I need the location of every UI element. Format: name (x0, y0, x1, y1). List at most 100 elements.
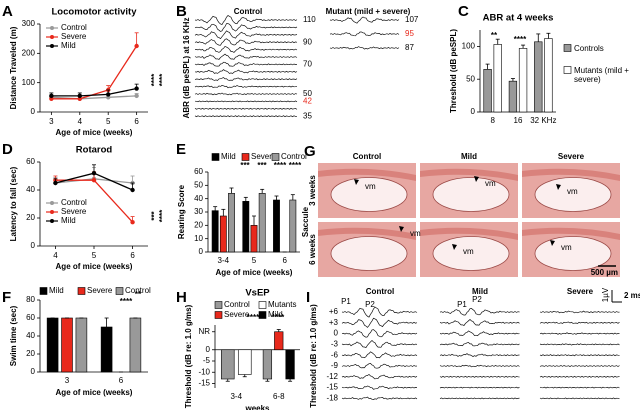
panel-letter: D (2, 141, 13, 158)
column-title: Control (234, 7, 262, 16)
level-label: 90 (303, 37, 312, 46)
vsep-trace (439, 319, 520, 326)
legend-marker (50, 219, 54, 223)
vsep-trace (341, 317, 418, 328)
x-tick-label: 5 (106, 117, 111, 126)
x-tick-label: 3-4 (230, 392, 242, 401)
legend-label: Mild (49, 286, 64, 295)
legend-swatch (241, 153, 250, 161)
panel-letter: E (176, 141, 186, 158)
y-tick-label: 20 (26, 349, 35, 358)
bar (534, 41, 543, 113)
structure-label: vm (561, 243, 572, 252)
data-point (91, 178, 97, 183)
column-title: Mild (461, 152, 477, 161)
bar (273, 199, 280, 253)
bar (274, 331, 284, 351)
y-tick-label: -15 (198, 379, 210, 388)
bar (544, 38, 553, 113)
level-label: 87 (405, 43, 414, 52)
tissue (522, 227, 620, 240)
bar (211, 210, 219, 253)
series-line (51, 45, 138, 100)
vsep-trace (439, 364, 520, 368)
abr-trace (194, 107, 298, 110)
y-tick-label: 100 (22, 78, 36, 87)
legend-marker (50, 44, 54, 48)
vsep-trace (341, 373, 418, 380)
data-point (91, 171, 97, 176)
vsep-trace (439, 375, 520, 378)
level-label: -3 (331, 340, 339, 349)
abr-trace (194, 92, 298, 96)
y-axis-label: Threshold (dB peSPL) (449, 29, 458, 113)
level-label: 95 (405, 29, 414, 38)
data-point (77, 93, 82, 99)
structure-label: vm (365, 182, 376, 191)
peak-label: P1 (457, 300, 467, 309)
abr-trace (194, 15, 298, 26)
y-tick-label: 0 (31, 367, 36, 376)
y-axis-label: ABR (dB peSPL) at 16 KHz (182, 18, 191, 119)
legend-label: Mild (61, 216, 76, 225)
abr-trace (194, 30, 298, 40)
bar (219, 215, 227, 253)
abr-trace (194, 100, 298, 103)
x-tick-label: 16 (514, 116, 523, 125)
data-point (134, 86, 139, 91)
bar (289, 199, 297, 253)
vsep-trace (341, 385, 418, 390)
chart-title: ABR at 4 weeks (483, 13, 554, 24)
y-tick-label: NR (198, 327, 210, 336)
y-axis-label: Distance Traveled (m) (9, 26, 18, 109)
annotation: *** (150, 210, 159, 220)
arrowhead (452, 244, 457, 250)
x-tick-label: 8 (490, 116, 495, 125)
saccule-lumen (432, 236, 510, 271)
column-title: Mild (472, 287, 488, 296)
peak-label: P1 (341, 297, 351, 306)
bar (250, 225, 258, 253)
annotation: **** (158, 73, 167, 86)
vsep-trace (341, 351, 418, 359)
legend-label: Severe (87, 286, 113, 295)
legend-marker (50, 210, 54, 214)
legend-label: Severe (251, 152, 277, 161)
x-tick-label: 5 (252, 256, 257, 265)
level-label: -12 (326, 372, 338, 381)
legend-label: Control (61, 198, 87, 207)
y-tick-label: -5 (203, 356, 211, 365)
structure-label: vm (567, 187, 578, 196)
vsep-trace (439, 308, 520, 316)
level-label: 107 (405, 15, 419, 24)
series-line (51, 95, 137, 100)
panel-letter: I (306, 289, 310, 306)
tissue (420, 227, 518, 240)
y-tick-label: 0 (31, 107, 36, 116)
arrowhead (354, 179, 359, 185)
tissue (318, 168, 416, 181)
y-tick-label: 0 (206, 345, 211, 354)
panel-letter: A (2, 3, 13, 20)
legend-label: Mutants (268, 300, 296, 309)
bar (285, 349, 295, 380)
bar (129, 317, 142, 373)
bar (228, 193, 235, 253)
level-label: -15 (326, 383, 338, 392)
y-tick-label: 0 (199, 247, 204, 256)
bar (61, 317, 73, 373)
vsep-trace (341, 329, 418, 338)
abr-trace (329, 16, 400, 24)
vsep-trace (539, 397, 620, 400)
chart-title: Locomotor activity (52, 7, 138, 18)
column-title: Mutant (mild + severe) (326, 7, 411, 16)
bar (508, 80, 518, 113)
level-label: -18 (326, 394, 338, 403)
bar (493, 44, 502, 113)
scale-label: 2 ms (624, 291, 640, 300)
y-axis-label: Latency to fall (sec) (9, 166, 18, 241)
legend-label: Mutants (mild + severe) (574, 66, 629, 84)
column-title: Severe (558, 152, 585, 161)
y-tick-label: 80 (26, 295, 35, 304)
